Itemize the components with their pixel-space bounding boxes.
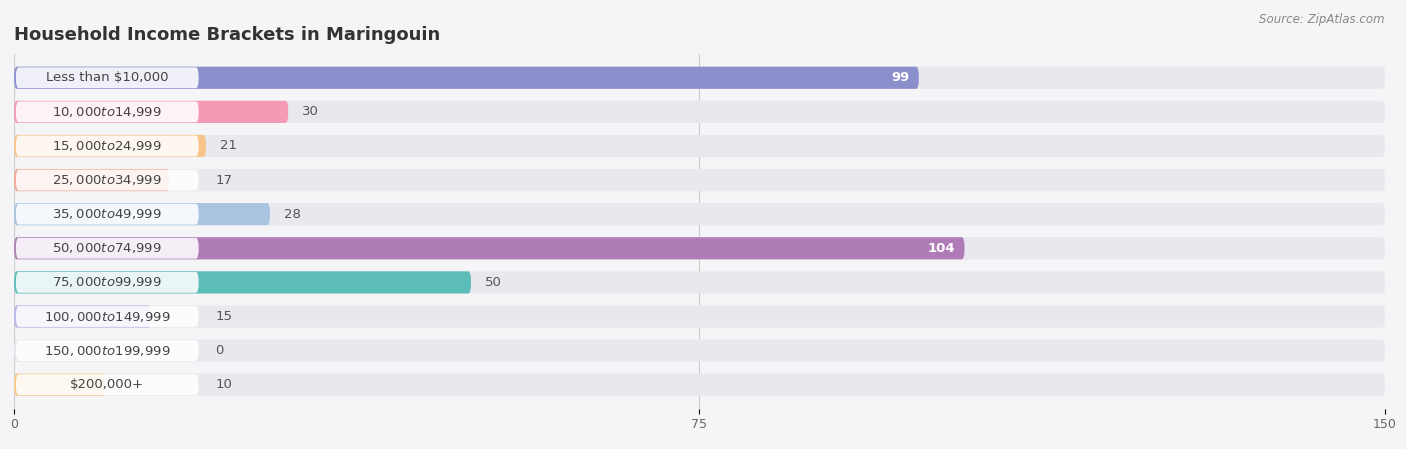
FancyBboxPatch shape (15, 374, 198, 395)
FancyBboxPatch shape (14, 101, 1385, 123)
FancyBboxPatch shape (14, 271, 471, 294)
FancyBboxPatch shape (14, 135, 207, 157)
FancyBboxPatch shape (14, 305, 1385, 328)
FancyBboxPatch shape (15, 204, 198, 224)
Text: $10,000 to $14,999: $10,000 to $14,999 (52, 105, 162, 119)
Text: 28: 28 (284, 208, 301, 220)
FancyBboxPatch shape (14, 271, 1385, 294)
FancyBboxPatch shape (14, 374, 1385, 396)
FancyBboxPatch shape (15, 238, 198, 259)
Text: Less than $10,000: Less than $10,000 (46, 71, 169, 84)
FancyBboxPatch shape (15, 136, 198, 156)
Text: $150,000 to $199,999: $150,000 to $199,999 (44, 343, 170, 357)
Text: 104: 104 (928, 242, 956, 255)
FancyBboxPatch shape (14, 101, 288, 123)
Text: $35,000 to $49,999: $35,000 to $49,999 (52, 207, 162, 221)
FancyBboxPatch shape (14, 66, 1385, 89)
Text: $50,000 to $74,999: $50,000 to $74,999 (52, 241, 162, 255)
FancyBboxPatch shape (15, 170, 198, 190)
Text: $100,000 to $149,999: $100,000 to $149,999 (44, 309, 170, 323)
Text: 17: 17 (215, 174, 232, 187)
Text: $25,000 to $34,999: $25,000 to $34,999 (52, 173, 162, 187)
Text: 15: 15 (215, 310, 232, 323)
FancyBboxPatch shape (14, 169, 1385, 191)
FancyBboxPatch shape (14, 169, 170, 191)
FancyBboxPatch shape (15, 272, 198, 293)
Text: 99: 99 (891, 71, 910, 84)
FancyBboxPatch shape (14, 203, 270, 225)
Text: 50: 50 (485, 276, 502, 289)
Text: 0: 0 (215, 344, 224, 357)
FancyBboxPatch shape (15, 101, 198, 122)
FancyBboxPatch shape (15, 306, 198, 327)
FancyBboxPatch shape (14, 135, 1385, 157)
FancyBboxPatch shape (15, 67, 198, 88)
FancyBboxPatch shape (14, 374, 105, 396)
FancyBboxPatch shape (14, 66, 920, 89)
FancyBboxPatch shape (14, 237, 965, 260)
Text: Household Income Brackets in Maringouin: Household Income Brackets in Maringouin (14, 26, 440, 44)
Text: 10: 10 (215, 378, 232, 391)
FancyBboxPatch shape (15, 340, 198, 361)
FancyBboxPatch shape (14, 305, 152, 328)
Text: Source: ZipAtlas.com: Source: ZipAtlas.com (1260, 13, 1385, 26)
FancyBboxPatch shape (14, 237, 1385, 260)
FancyBboxPatch shape (14, 339, 1385, 362)
Text: $15,000 to $24,999: $15,000 to $24,999 (52, 139, 162, 153)
Text: $200,000+: $200,000+ (70, 378, 145, 391)
Text: 30: 30 (302, 106, 319, 119)
Text: $75,000 to $99,999: $75,000 to $99,999 (52, 275, 162, 290)
FancyBboxPatch shape (14, 203, 1385, 225)
Text: 21: 21 (219, 140, 236, 153)
